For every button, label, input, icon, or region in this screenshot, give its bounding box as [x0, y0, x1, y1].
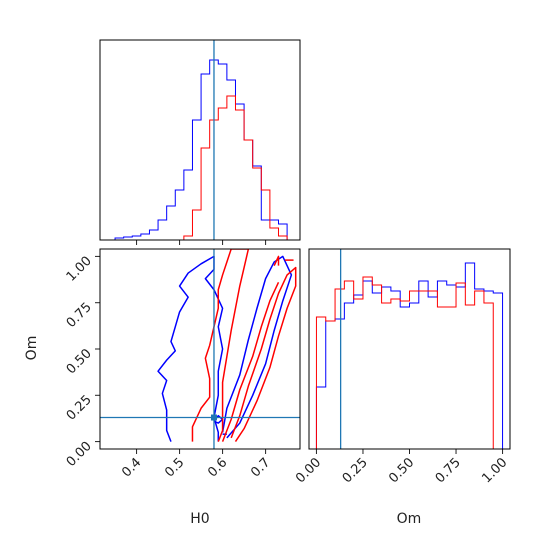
h0-om-contour-panel: 0.4 0.5 0.6 0.70.000.250.500.751.00 [64, 248, 301, 480]
om-histogram-blue-series [315, 262, 504, 449]
h0-histogram-red-series [106, 95, 296, 240]
h0-histogram-panel [99, 39, 301, 245]
om-histogram-frame [308, 248, 511, 450]
contour-frame [99, 248, 301, 450]
red-contour-line-3 [221, 282, 280, 442]
red-contour-line-1 [191, 249, 250, 442]
contour-truth-marker [210, 414, 217, 421]
om-histogram-axis-label: Om [397, 511, 422, 527]
h0-histogram-blue-series [106, 59, 296, 240]
blue-contour-line-2 [221, 255, 293, 439]
om-axis-label: Om [24, 336, 40, 361]
blue-contour-line-1 [157, 255, 224, 442]
red-contour-line-2 [230, 266, 297, 443]
red-contour-line-4 [273, 255, 280, 266]
h0-axis-label: H0 [190, 511, 209, 527]
h0-histogram-frame [99, 39, 301, 241]
contour-plot-area [100, 249, 300, 449]
om-histogram-red-series [315, 276, 503, 449]
h0-histogram-plot-area [106, 40, 296, 240]
om-histogram-plot-area [315, 249, 504, 449]
